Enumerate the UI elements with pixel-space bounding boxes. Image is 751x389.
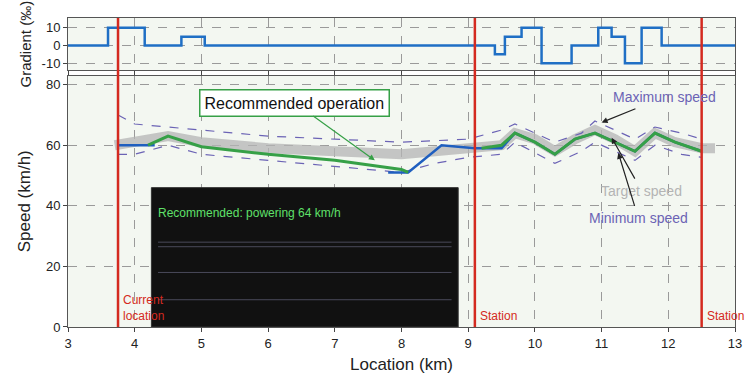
- svg-text:Recommended operation: Recommended operation: [205, 95, 385, 112]
- svg-text:0: 0: [53, 320, 60, 335]
- svg-text:13: 13: [728, 336, 742, 351]
- svg-text:12: 12: [661, 336, 675, 351]
- svg-text:Station: Station: [480, 309, 517, 323]
- svg-text:10: 10: [46, 20, 60, 35]
- svg-text:20: 20: [46, 259, 60, 274]
- svg-text:5: 5: [198, 336, 205, 351]
- svg-text:4: 4: [131, 336, 138, 351]
- svg-text:60: 60: [46, 138, 60, 153]
- svg-text:Location (km): Location (km): [350, 355, 453, 374]
- svg-text:Gradient (‰): Gradient (‰): [17, 1, 34, 88]
- svg-text:-10: -10: [42, 56, 61, 71]
- svg-text:Maximum speed: Maximum speed: [613, 89, 716, 105]
- svg-text:0: 0: [53, 38, 60, 53]
- svg-text:11: 11: [595, 336, 609, 351]
- svg-text:6: 6: [264, 336, 271, 351]
- svg-text:7: 7: [331, 336, 338, 351]
- svg-text:Speed (km/h): Speed (km/h): [15, 150, 34, 252]
- svg-text:9: 9: [465, 336, 472, 351]
- svg-text:80: 80: [46, 77, 60, 92]
- svg-text:8: 8: [398, 336, 405, 351]
- svg-text:40: 40: [46, 198, 60, 213]
- svg-text:Currentlocation: Currentlocation: [123, 293, 164, 323]
- svg-text:Target speed: Target speed: [601, 183, 682, 199]
- svg-text:Station: Station: [707, 309, 744, 323]
- svg-text:Minimum speed: Minimum speed: [589, 210, 688, 226]
- svg-text:10: 10: [528, 336, 542, 351]
- svg-text:3: 3: [64, 336, 71, 351]
- svg-text:Recommended: powering 64 km/h: Recommended: powering 64 km/h: [158, 206, 341, 220]
